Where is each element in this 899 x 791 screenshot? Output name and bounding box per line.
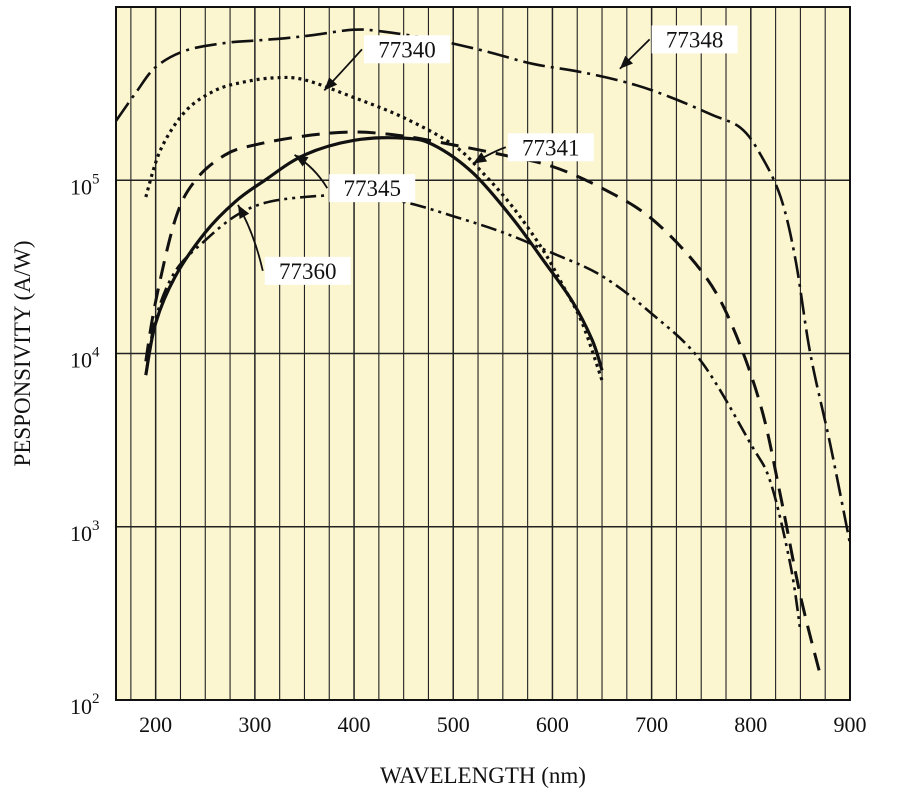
x-tick-label: 300 — [238, 712, 271, 737]
callout-arrowhead-77345 — [294, 154, 309, 167]
callout-arrowhead-77360 — [238, 204, 250, 219]
x-tick-label: 800 — [734, 712, 767, 737]
callout-label-77348: 77348 — [666, 27, 724, 52]
callout-box-77348 — [651, 25, 738, 54]
callout-arrowhead-77340 — [324, 77, 338, 91]
grid-horizontal — [116, 179, 850, 528]
y-tick-labels: 102 103 104 105 — [70, 171, 100, 719]
callout-label-77345: 77345 — [344, 176, 402, 201]
series-line-77340 — [144, 75, 604, 381]
callout-arrowhead-77348 — [619, 55, 633, 69]
series-line-77345 — [144, 136, 604, 376]
x-tick-labels: 200 300 400 500 600 700 800 900 — [139, 712, 866, 737]
y-tick-label: 103 — [70, 518, 100, 546]
callout-label-77360: 77360 — [279, 259, 337, 284]
series-layer — [114, 28, 852, 676]
x-tick-label: 700 — [635, 712, 668, 737]
callout-box-77340 — [363, 35, 450, 64]
callout-label-77341: 77341 — [522, 135, 580, 160]
y-axis-title: PESPONSIVITY (A/W) — [10, 241, 35, 467]
x-tick-label: 900 — [834, 712, 867, 737]
series-line-77360 — [144, 193, 802, 632]
callout-box-77345 — [329, 174, 416, 203]
y-tick-label: 102 — [70, 691, 100, 719]
x-tick-label: 400 — [338, 712, 371, 737]
series-line-77348 — [114, 28, 852, 544]
callout-box-77341 — [507, 133, 594, 162]
y-tick-label: 105 — [70, 171, 100, 199]
plot-frame — [115, 6, 851, 701]
callout-box-77360 — [264, 256, 351, 285]
series-callouts: 77348 77340 77341 77345 77360 — [237, 25, 738, 285]
callout-label-77340: 77340 — [378, 37, 436, 62]
x-tick-label: 200 — [139, 712, 172, 737]
x-tick-label: 600 — [536, 712, 569, 737]
x-tick-label: 500 — [437, 712, 470, 737]
x-axis-title: WAVELENGTH (nm) — [380, 763, 586, 788]
callout-arrowhead-77341 — [473, 152, 488, 164]
series-line-77341 — [144, 130, 822, 676]
y-tick-label: 104 — [70, 345, 100, 373]
